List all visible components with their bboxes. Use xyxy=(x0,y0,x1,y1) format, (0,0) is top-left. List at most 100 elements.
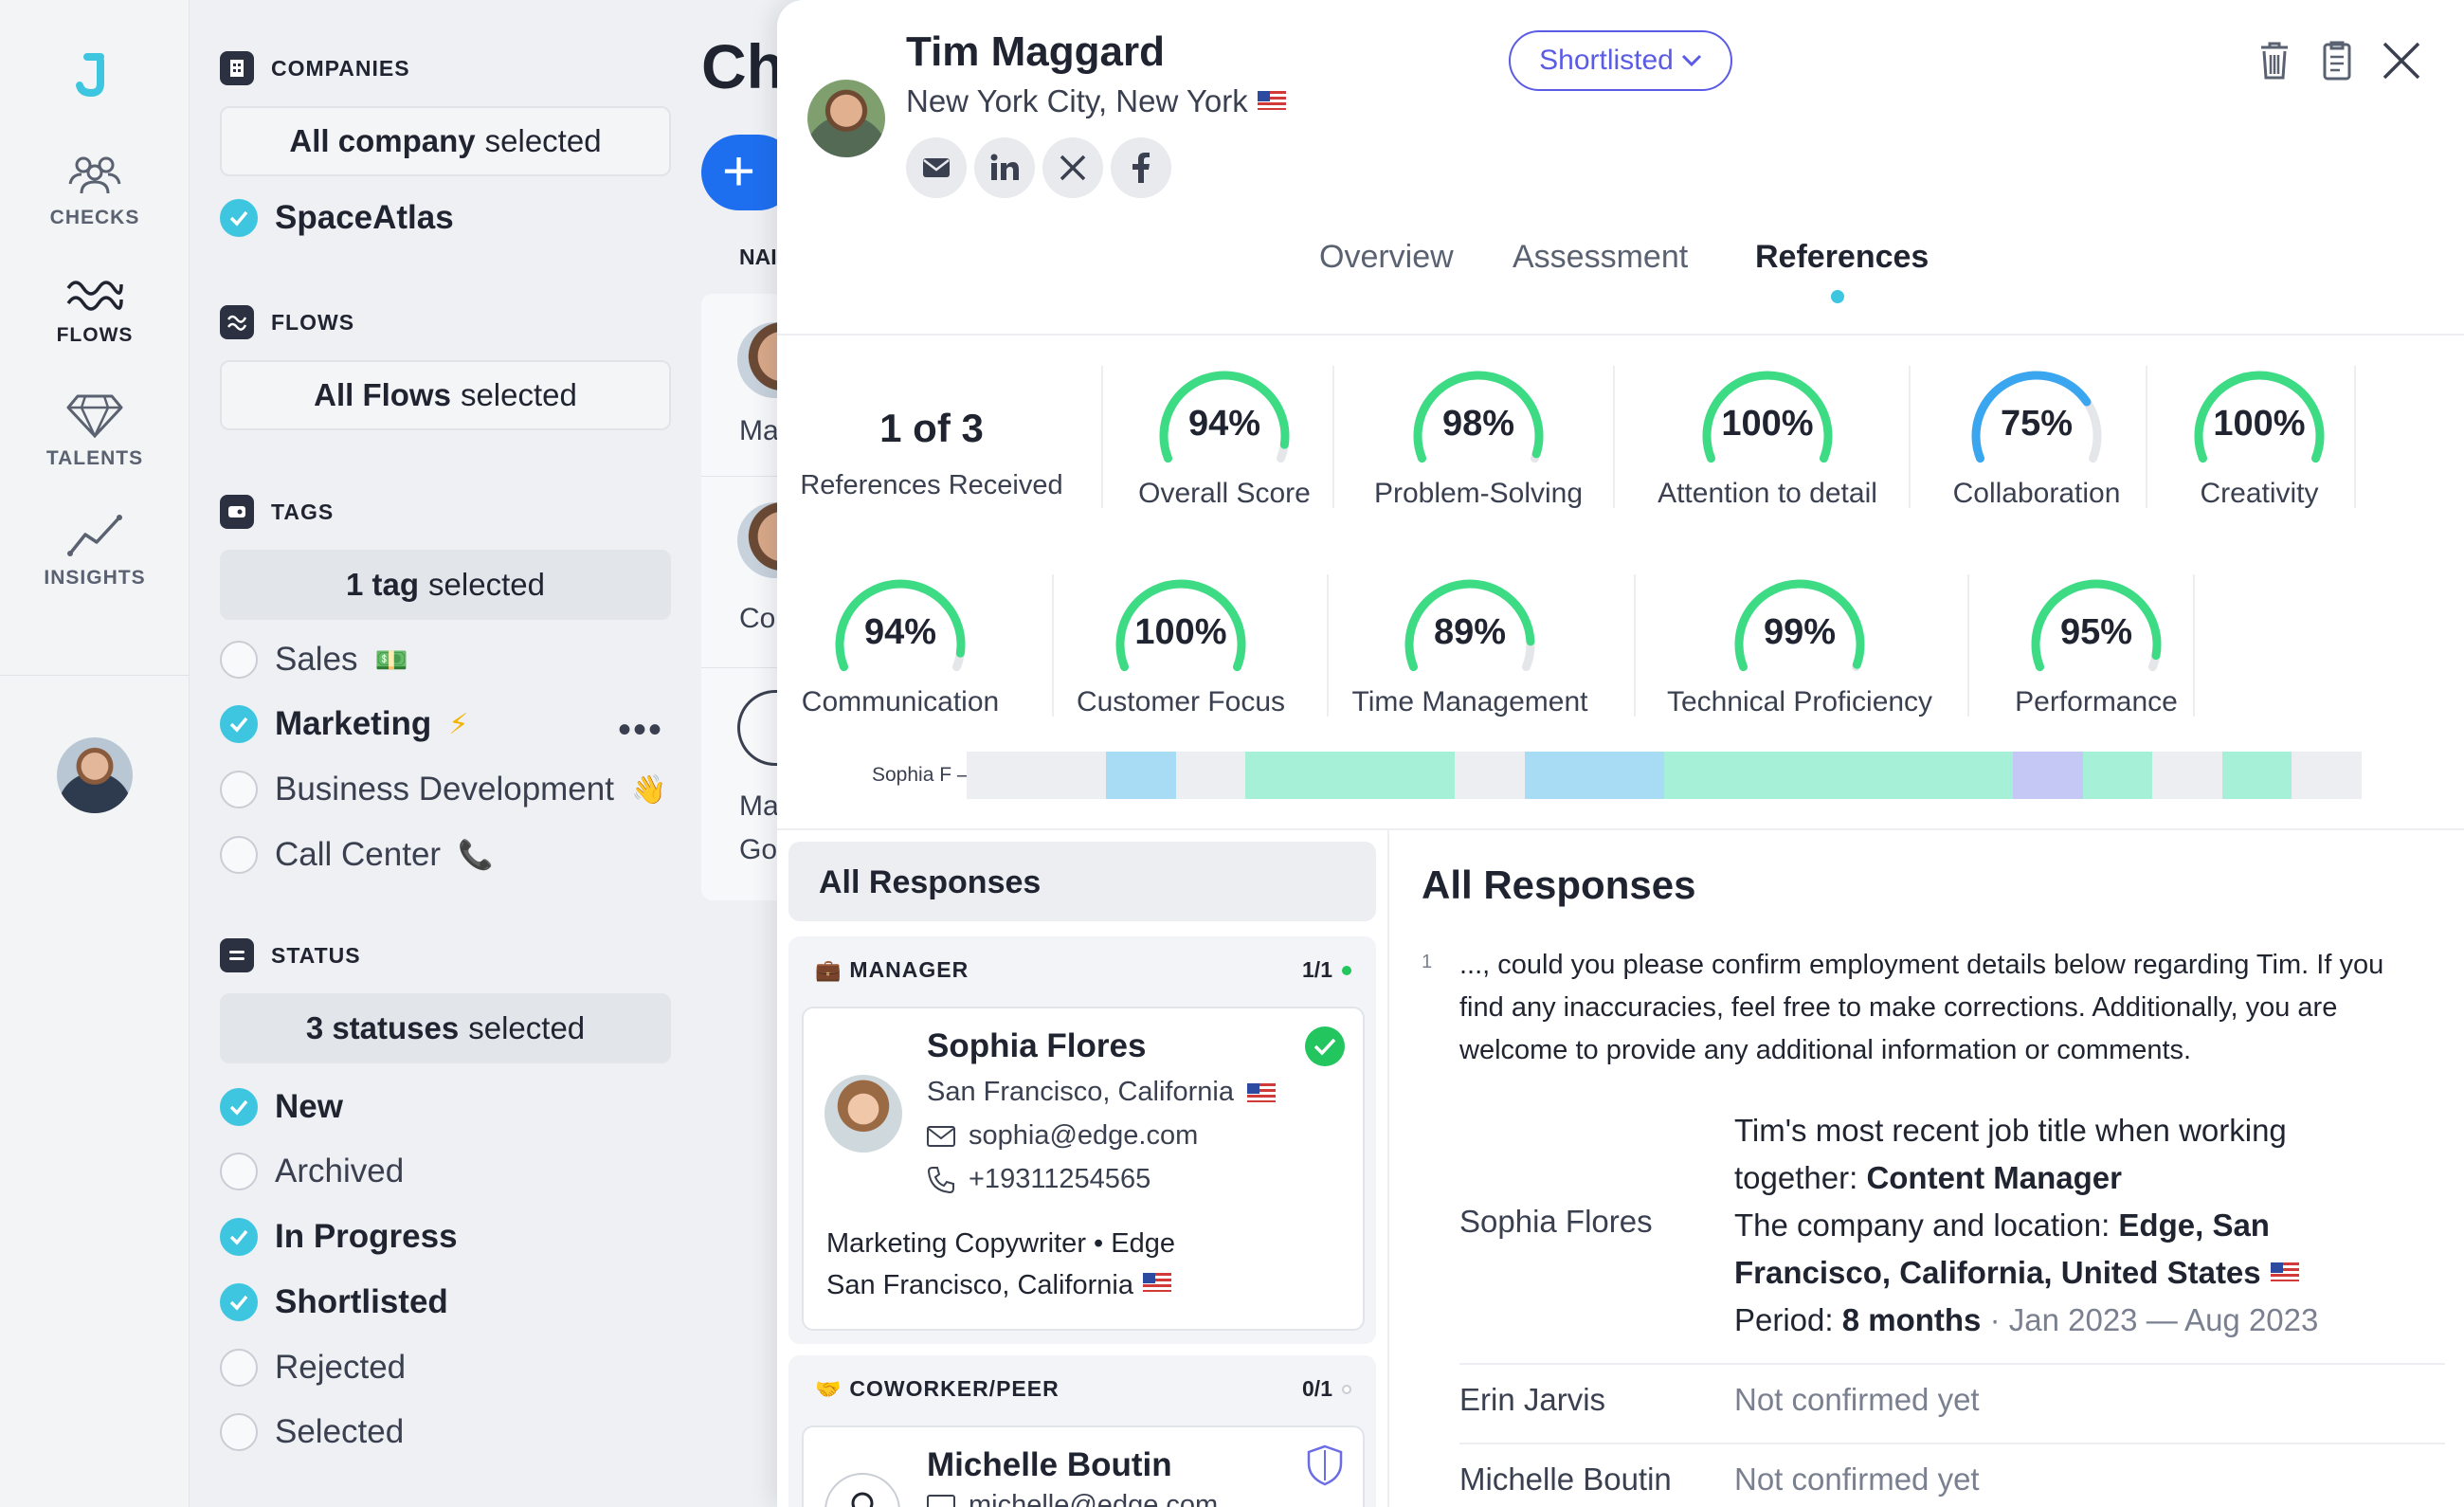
status-option-label: In Progress xyxy=(275,1218,458,1255)
timeline-cell xyxy=(1803,752,1874,799)
status-option-selected[interactable]: Selected xyxy=(220,1413,404,1451)
email-button[interactable] xyxy=(906,137,967,198)
gauge-fill xyxy=(2031,579,2162,672)
score-label: Overall Score xyxy=(1138,478,1311,509)
waving-hand-icon: 👋 xyxy=(630,773,667,806)
score-divider xyxy=(1634,574,1636,717)
reference-card[interactable]: Michelle Boutin michelle@edge.com xyxy=(802,1425,1365,1507)
status-option-new[interactable]: New xyxy=(220,1088,343,1126)
status-select[interactable]: 3 statuses selected xyxy=(220,993,671,1063)
references-count: 1 of 3 xyxy=(879,406,984,450)
app-logo-icon[interactable] xyxy=(68,47,121,100)
checkbox-empty-icon[interactable] xyxy=(220,1413,258,1451)
timeline-cell xyxy=(1455,752,1525,799)
group-header: 💼 MANAGER xyxy=(815,957,969,983)
facebook-button[interactable] xyxy=(1111,137,1171,198)
tag-option-sales[interactable]: Sales 💵 xyxy=(220,641,408,679)
user-avatar[interactable] xyxy=(57,737,133,813)
active-tab-indicator xyxy=(1831,290,1844,303)
status-option-in-progress[interactable]: In Progress xyxy=(220,1218,458,1256)
response-period-label: Period: xyxy=(1734,1302,1834,1337)
tag-more-options-icon[interactable]: ••• xyxy=(618,709,664,751)
timeline-label-text: Sophia F xyxy=(872,764,952,786)
trash-icon[interactable] xyxy=(2257,40,2292,82)
nav-talents-label: TALENTS xyxy=(45,447,144,469)
checkbox-empty-icon[interactable] xyxy=(220,771,258,808)
responses-list-title[interactable]: All Responses xyxy=(788,842,1376,921)
status-option-shortlisted[interactable]: Shortlisted xyxy=(220,1283,448,1321)
nav-checks[interactable]: CHECKS xyxy=(0,152,190,229)
score-value: 98% xyxy=(1441,404,1515,444)
reference-group-coworker: 🤝 COWORKER/PEER 0/1 Michelle Boutin mich… xyxy=(788,1355,1376,1507)
checkbox-checked-icon[interactable] xyxy=(220,705,258,743)
flows-select-strong: All Flows xyxy=(314,377,451,412)
status-option-rejected[interactable]: Rejected xyxy=(220,1349,406,1387)
reference-job: Marketing Copywriter • Edge xyxy=(826,1228,1175,1259)
checkbox-checked-icon[interactable] xyxy=(220,1218,258,1256)
status-option-archived[interactable]: Archived xyxy=(220,1153,404,1190)
flows-icon xyxy=(220,305,254,339)
checkbox-empty-icon[interactable] xyxy=(220,1349,258,1387)
reference-email[interactable]: michelle@edge.com xyxy=(927,1494,1218,1507)
gauge-fill xyxy=(1115,579,1246,672)
checkbox-empty-icon[interactable] xyxy=(220,641,258,679)
nav-checks-label: CHECKS xyxy=(49,207,140,228)
checkbox-checked-icon[interactable] xyxy=(220,1088,258,1126)
tab-overview[interactable]: Overview xyxy=(1319,239,1454,275)
response-body: Tim's most recent job title when working… xyxy=(1734,1107,2417,1344)
tag-option-label: Business Development xyxy=(275,771,614,808)
email-icon xyxy=(923,158,950,177)
reference-card[interactable]: Sophia Flores San Francisco, California … xyxy=(802,1007,1365,1331)
status-icon xyxy=(220,938,254,972)
group-header: 🤝 COWORKER/PEER xyxy=(815,1376,1060,1402)
list-row-text[interactable]: Ma xyxy=(739,790,779,822)
timeline-cell xyxy=(1594,752,1664,799)
document-icon[interactable] xyxy=(2320,40,2354,82)
list-avatar[interactable] xyxy=(737,502,794,578)
response-job-title: Tim's most recent job title when working… xyxy=(1734,1107,2417,1202)
tag-option-call-center[interactable]: Call Center 📞 xyxy=(220,836,493,874)
checkbox-empty-icon[interactable] xyxy=(220,1153,258,1190)
status-select-rest: selected xyxy=(468,1010,586,1045)
tags-select[interactable]: 1 tag selected xyxy=(220,550,671,620)
tab-assessment[interactable]: Assessment xyxy=(1513,239,1689,275)
reference-email[interactable]: sophia@edge.com xyxy=(927,1120,1198,1152)
nav-talents[interactable]: TALENTS xyxy=(0,392,190,470)
tag-option-marketing[interactable]: Marketing ⚡ xyxy=(220,705,468,743)
list-row-text[interactable]: Ma xyxy=(739,415,779,446)
checkbox-checked-icon[interactable] xyxy=(220,199,258,237)
checkbox-checked-icon[interactable] xyxy=(220,1283,258,1321)
flows-select[interactable]: All Flows selected xyxy=(220,360,671,430)
score-gauge: 95% Performance xyxy=(1983,571,2210,722)
lightning-icon: ⚡ xyxy=(448,708,469,740)
response-author: Erin Jarvis xyxy=(1459,1382,1606,1417)
score-divider xyxy=(2193,574,2195,717)
gauge-fill xyxy=(1159,371,1290,463)
reference-phone-text: +19311254565 xyxy=(969,1164,1151,1194)
references-count-label: References Received xyxy=(800,470,1063,500)
score-label: Performance xyxy=(2015,686,2178,717)
score-value: 100% xyxy=(1134,612,1227,652)
nav-insights[interactable]: INSIGHTS xyxy=(0,512,190,590)
score-label: Problem-Solving xyxy=(1373,478,1584,509)
x-button[interactable] xyxy=(1042,137,1103,198)
gauge-arc xyxy=(2031,579,2162,672)
nav-flows[interactable]: FLOWS xyxy=(0,275,190,347)
gauge-arc xyxy=(1971,371,2102,463)
status-dropdown[interactable]: Shortlisted xyxy=(1509,30,1732,91)
close-icon[interactable] xyxy=(2381,40,2422,82)
companies-select[interactable]: All company selected xyxy=(220,106,671,176)
tag-option-business-development[interactable]: Business Development 👋 xyxy=(220,771,666,808)
list-row-text[interactable]: Go xyxy=(739,834,778,865)
score-divider xyxy=(1052,574,1054,717)
reference-phone[interactable]: +19311254565 xyxy=(927,1164,1150,1195)
checkbox-empty-icon[interactable] xyxy=(220,836,258,874)
score-gauge: 98% Problem-Solving xyxy=(1346,362,1611,514)
list-row-text[interactable]: Co xyxy=(739,603,776,634)
timeline-cell xyxy=(1175,752,1246,799)
company-option-spaceatlas[interactable]: SpaceAtlas xyxy=(220,199,454,237)
linkedin-button[interactable] xyxy=(974,137,1035,198)
status-option-label: Archived xyxy=(275,1153,405,1189)
reference-email-text: michelle@edge.com xyxy=(969,1494,1218,1507)
tab-references[interactable]: References xyxy=(1755,239,1930,275)
